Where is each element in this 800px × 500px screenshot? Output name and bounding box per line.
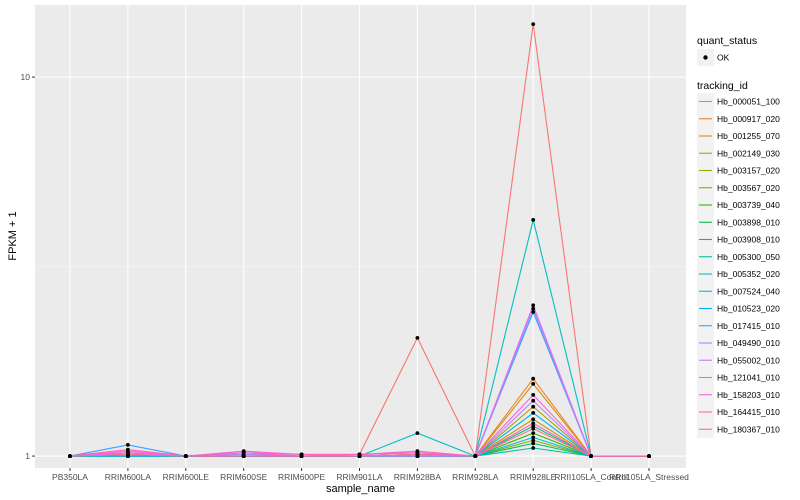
legend-status-title: quant_status xyxy=(697,35,757,47)
data-point xyxy=(531,441,536,446)
legend-label: Hb_055002_010 xyxy=(717,355,780,365)
data-point xyxy=(531,421,536,426)
data-point xyxy=(589,454,593,458)
data-point xyxy=(531,404,536,409)
data-point xyxy=(531,382,536,386)
x-axis-title: sample_name xyxy=(326,483,395,495)
legend-label: Hb_003908_010 xyxy=(717,235,780,245)
x-tick-label: RRIM928LA xyxy=(452,472,499,482)
legend-tracking-items: Hb_000051_100 Hb_000917_020 Hb_001255_070 H… xyxy=(697,93,780,438)
legend-label: Hb_010523_020 xyxy=(717,304,780,314)
legend-label: Hb_164415_010 xyxy=(717,407,780,417)
data-point xyxy=(68,454,72,458)
data-point xyxy=(415,452,420,457)
data-point xyxy=(531,424,536,428)
data-point xyxy=(126,443,130,447)
legend-label: Hb_158203_010 xyxy=(717,390,780,400)
data-point xyxy=(531,310,536,314)
y-tick-label: 10 xyxy=(21,72,31,82)
x-tick-label: RRIM901LA xyxy=(336,472,383,482)
x-tick-label: PB350LA xyxy=(52,472,88,482)
legend-label: Hb_049490_010 xyxy=(717,338,780,348)
data-point xyxy=(531,376,536,381)
x-tick-label: RRIM600LA xyxy=(105,472,152,482)
legend-label: Hb_002149_030 xyxy=(717,148,780,158)
data-point xyxy=(126,447,130,452)
legend-label: Hb_001255_070 xyxy=(717,131,780,141)
data-point xyxy=(531,398,536,403)
data-point xyxy=(241,449,246,454)
x-tick-label: RRIM928BA xyxy=(394,472,442,482)
data-point xyxy=(531,22,536,26)
legend-label: Hb_000051_100 xyxy=(717,97,780,107)
legend-label: Hb_000917_020 xyxy=(717,114,780,124)
panel-background xyxy=(35,5,686,468)
data-point xyxy=(531,426,536,431)
data-point xyxy=(357,454,362,458)
legend: quant_status OK tracking_id Hb_000051_10… xyxy=(697,35,780,438)
data-point xyxy=(473,454,478,458)
legend-label: Hb_007524_040 xyxy=(717,286,780,296)
y-axis-title: FPKM + 1 xyxy=(7,211,19,260)
x-tick-label: RRII105LA_Control xyxy=(554,472,628,482)
legend-ok-point xyxy=(703,55,708,60)
data-point xyxy=(531,393,536,397)
legend-label: Hb_180367_010 xyxy=(717,424,780,434)
data-point xyxy=(531,411,536,415)
data-point xyxy=(531,431,536,435)
data-point xyxy=(299,454,304,458)
data-point xyxy=(647,454,651,458)
data-point xyxy=(531,303,536,308)
data-point xyxy=(531,438,536,443)
data-point xyxy=(415,431,420,435)
data-point xyxy=(241,454,246,458)
data-point xyxy=(183,454,188,458)
legend-label: Hb_003157_020 xyxy=(717,166,780,176)
data-point xyxy=(126,452,130,457)
axes: 1 10 PB350LA RRIM600LA RRIM600LE RRIM600SE RRI… xyxy=(21,72,690,482)
x-tick-label: RRII105LA_Stressed xyxy=(609,472,689,482)
data-point xyxy=(531,435,536,440)
grid-lines xyxy=(35,5,686,468)
legend-label: Hb_121041_010 xyxy=(717,373,780,383)
legend-label: Hb_017415_010 xyxy=(717,321,780,331)
x-tick-label: RRIM600PE xyxy=(278,472,326,482)
x-tick-label: RRIM600SE xyxy=(220,472,268,482)
data-point xyxy=(531,218,536,222)
legend-label: Hb_003898_010 xyxy=(717,217,780,227)
data-point xyxy=(531,417,536,422)
x-tick-label: RRIM928LE xyxy=(510,472,557,482)
data-point xyxy=(531,306,536,311)
data-points xyxy=(68,22,651,458)
legend-tracking-title: tracking_id xyxy=(697,80,748,92)
legend-status-label: OK xyxy=(717,53,730,63)
data-point xyxy=(415,336,420,340)
data-point xyxy=(531,446,536,450)
x-tick-label: RRIM600LE xyxy=(163,472,210,482)
legend-label: Hb_005352_020 xyxy=(717,269,780,279)
legend-status-key xyxy=(697,49,714,66)
legend-label: Hb_003567_020 xyxy=(717,183,780,193)
legend-label: Hb_003739_040 xyxy=(717,200,780,210)
data-point xyxy=(415,449,420,454)
legend-label: Hb_005300_050 xyxy=(717,252,780,262)
y-tick-label: 1 xyxy=(25,451,30,461)
